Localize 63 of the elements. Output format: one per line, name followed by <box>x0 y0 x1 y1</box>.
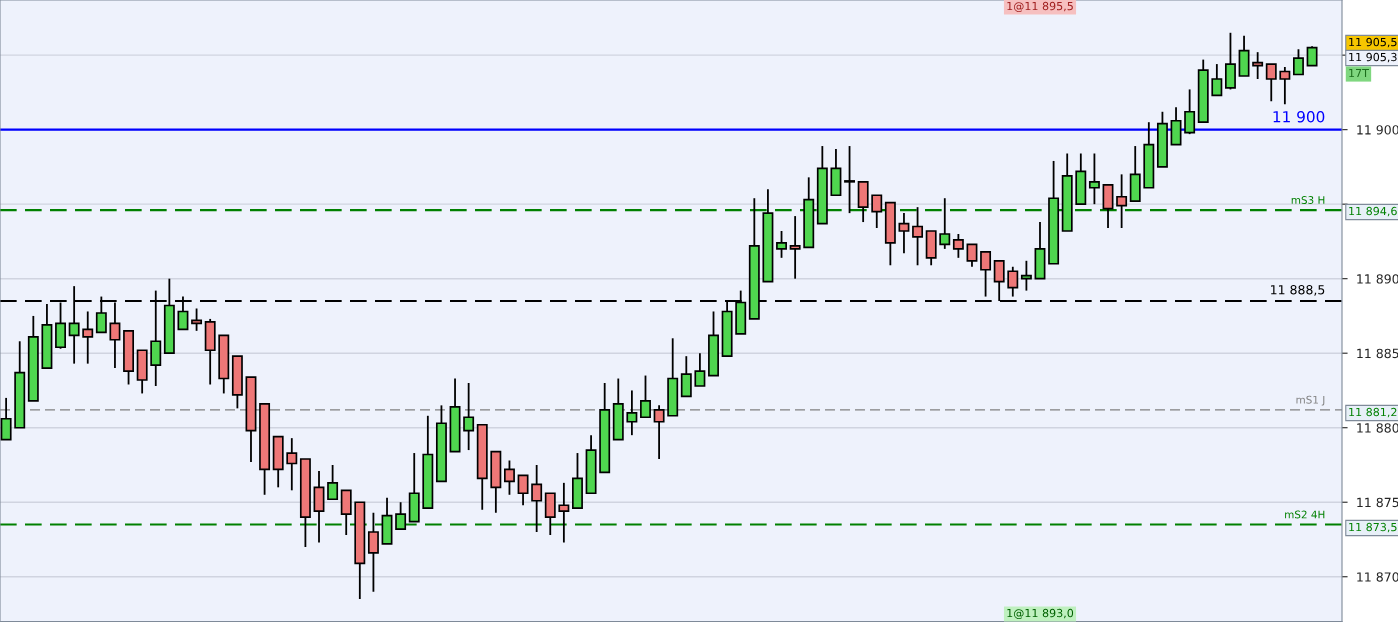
text: 11 905,3 <box>1349 52 1397 63</box>
annotation: 1@11 893,0 <box>1007 608 1074 619</box>
candlestick <box>980 250 992 298</box>
ref-line-label: 11 888,5 <box>1271 285 1325 296</box>
candlestick <box>463 382 475 451</box>
y-tick-label: 11 880 <box>1357 423 1398 433</box>
candlestick <box>844 145 856 215</box>
candlestick <box>1102 183 1114 229</box>
candlestick <box>640 374 651 419</box>
candlestick <box>871 194 883 229</box>
candlestick <box>1279 66 1291 106</box>
candlestick <box>694 352 706 387</box>
candlestick <box>503 459 515 496</box>
y-tick-label: 11 900 <box>1357 125 1398 135</box>
candlestick <box>340 489 352 536</box>
text: 11 873,5 <box>1349 522 1397 533</box>
text: 17T <box>1349 68 1369 78</box>
candlestick <box>1116 173 1128 229</box>
text: 11 905,5 <box>1349 37 1397 48</box>
candlestick <box>1184 88 1196 136</box>
ref-line-label: mS1 J <box>1296 395 1325 406</box>
candlestick <box>395 501 407 530</box>
candlestick <box>1306 45 1318 67</box>
candlestick <box>0 397 12 441</box>
candlestick <box>1007 265 1019 298</box>
candlestick <box>789 215 801 280</box>
candlestick <box>191 307 203 332</box>
candlestick <box>653 404 665 460</box>
candlestick <box>1252 51 1264 80</box>
candlestick <box>82 310 94 365</box>
annotation: 1@11 895,5 <box>1007 1 1073 12</box>
candlestick <box>1224 31 1236 91</box>
candlestick <box>1265 63 1277 103</box>
candlestick <box>939 197 951 250</box>
y-tick-label: 11 890 <box>1357 274 1398 284</box>
candlestick <box>517 474 529 507</box>
candlestick <box>1020 259 1032 292</box>
ref-line-label: 11 900 <box>1273 110 1325 123</box>
candlestick <box>898 212 910 255</box>
text: 11 881,2 <box>1349 407 1397 418</box>
candlestick <box>1293 48 1304 76</box>
candlestick <box>626 389 638 437</box>
candlestick <box>1088 152 1100 206</box>
y-tick-label: 11 885 <box>1357 348 1398 359</box>
candlestick <box>966 243 978 268</box>
candlestick <box>1211 63 1223 97</box>
y-tick-label: 11 870 <box>1357 572 1398 582</box>
text: 11 894,6 <box>1349 206 1397 217</box>
candlestick <box>531 464 543 533</box>
ref-line-label: mS3 H <box>1291 196 1325 204</box>
y-tick-label: 11 875 <box>1357 497 1398 508</box>
candlestick <box>912 206 924 267</box>
candlestick <box>286 437 298 492</box>
candlestick <box>367 511 379 593</box>
candlestick <box>558 481 570 544</box>
candlestick <box>1170 106 1182 146</box>
ref-line-label: mS2 4H <box>1285 510 1325 519</box>
candlestick <box>776 230 787 259</box>
candlestick <box>544 492 556 536</box>
candlestick <box>327 464 339 501</box>
candlestick <box>952 233 964 259</box>
candlestick <box>313 470 325 544</box>
candlestick <box>680 355 692 398</box>
